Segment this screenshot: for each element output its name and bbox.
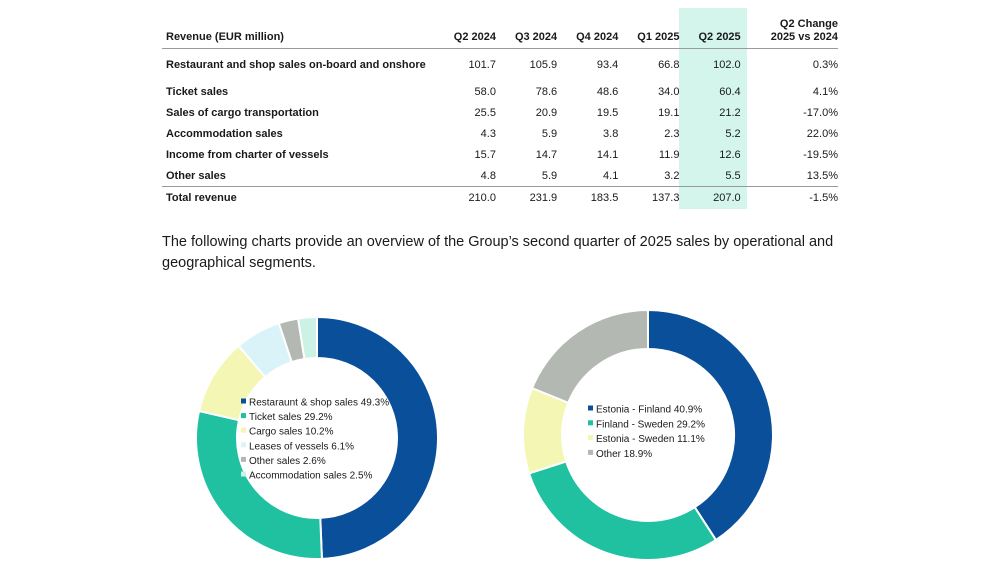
legend-swatch bbox=[588, 405, 593, 411]
legend-swatch bbox=[588, 449, 593, 455]
cell-value: 48.6 bbox=[596, 85, 619, 98]
cell-value: 3.8 bbox=[603, 127, 619, 140]
pie-slice bbox=[195, 409, 323, 560]
legend-label: Other 18.9% bbox=[596, 449, 652, 460]
change-header-line2: 2025 vs 2024 bbox=[770, 31, 838, 43]
legend-label: Ticket sales 29.2% bbox=[249, 412, 333, 423]
cell-value: 3.2 bbox=[664, 169, 680, 182]
legend-label: Estonia - Finland 40.9% bbox=[596, 405, 702, 416]
column-header: Q3 2024 bbox=[514, 31, 558, 43]
cell-change: -1.5% bbox=[746, 186, 838, 209]
legend-label: Estonia - Sweden 11.1% bbox=[596, 434, 705, 445]
cell-change: 13.5% bbox=[806, 169, 838, 182]
legend-swatch bbox=[241, 456, 246, 462]
legend-swatch bbox=[241, 471, 246, 477]
cell-value: 137.3 bbox=[618, 186, 680, 209]
table-total-row: Total revenue 210.0 231.9 183.5 137.3 207.0 -1… bbox=[162, 186, 838, 209]
row-label: Income from charter of vessels bbox=[166, 148, 329, 161]
cell-value: 101.7 bbox=[468, 59, 496, 71]
cell-value: 2.3 bbox=[664, 127, 680, 140]
table-row: Other sales 4.8 5.9 4.1 3.2 5.5 13.5% bbox=[162, 165, 838, 187]
table-row: Income from charter of vessels 15.7 14.7 14… bbox=[162, 144, 838, 165]
legend-label: Cargo sales 10.2% bbox=[249, 427, 334, 438]
table-row: Sales of cargo transportation 25.5 20.9 19.… bbox=[162, 102, 838, 123]
pie-slice bbox=[316, 315, 439, 560]
table-row: Restaurant and shop sales on-board and o… bbox=[162, 48, 838, 81]
legend-swatch bbox=[588, 435, 593, 441]
cell-value-highlighted: 207.0 bbox=[679, 186, 747, 209]
cell-value: 14.1 bbox=[596, 148, 619, 161]
legend-label: Accommodation sales 2.5% bbox=[249, 471, 373, 482]
change-header-line1: Q2 Change bbox=[779, 18, 838, 30]
cell-value: 15.7 bbox=[474, 148, 496, 161]
legend-swatch bbox=[241, 413, 246, 419]
cell-value: 25.5 bbox=[474, 106, 496, 119]
cell-value: 19.1 bbox=[658, 106, 680, 119]
row-label: Accommodation sales bbox=[166, 127, 283, 140]
cell-value: 66.8 bbox=[658, 59, 680, 71]
legend-label: Restaraunt & shop sales 49.3% bbox=[249, 398, 389, 409]
cell-value: 5.9 bbox=[541, 127, 558, 140]
column-header: Q2 2024 bbox=[453, 31, 496, 43]
cell-change: 0.3% bbox=[812, 59, 838, 71]
cell-value: 93.4 bbox=[596, 59, 619, 71]
pie-slice bbox=[527, 460, 718, 561]
table-body: Restaurant and shop sales on-board and o… bbox=[162, 48, 838, 209]
cell-value: 34.0 bbox=[658, 85, 680, 98]
cell-value: 4.3 bbox=[480, 127, 496, 140]
cell-value-highlighted: 21.2 bbox=[679, 102, 747, 123]
legend-label: Finland - Sweden 29.2% bbox=[596, 419, 705, 430]
revenue-table: Revenue (EUR million) Q2 2024 Q3 2024 Q4… bbox=[162, 8, 838, 209]
cell-value-highlighted: 12.6 bbox=[679, 144, 747, 165]
cell-change: -19.5% bbox=[803, 148, 838, 161]
table-header-row: Revenue (EUR million) Q2 2024 Q3 2024 Q4… bbox=[162, 8, 838, 49]
cell-value: 231.9 bbox=[495, 186, 558, 209]
cell-value-highlighted: 102.0 bbox=[679, 48, 747, 81]
cell-value-highlighted: 5.2 bbox=[679, 123, 747, 144]
cell-value: 4.8 bbox=[480, 169, 496, 182]
cell-value-highlighted: 5.5 bbox=[679, 165, 747, 187]
column-header-highlighted: Q2 2025 bbox=[679, 8, 747, 49]
legend-label: Leases of vessels 6.1% bbox=[249, 441, 354, 452]
cell-value-highlighted: 60.4 bbox=[679, 81, 747, 102]
intro-paragraph: The following charts provide an overview… bbox=[162, 234, 834, 271]
table-header-label: Revenue (EUR million) bbox=[166, 31, 284, 43]
table-row: Accommodation sales 4.3 5.9 3.8 2.3 5.2 22.0% bbox=[162, 123, 838, 144]
table-row: Ticket sales 58.0 78.6 48.6 34.0 60.4 4.1% bbox=[162, 81, 838, 102]
legend-swatch bbox=[241, 398, 246, 404]
cell-value: 5.9 bbox=[541, 169, 558, 182]
legend-swatch bbox=[241, 442, 246, 448]
cell-value: 20.9 bbox=[535, 106, 558, 119]
cell-value: 58.0 bbox=[474, 85, 496, 98]
pie-slice bbox=[530, 308, 649, 405]
change-column-header: Q2 Change 2025 vs 2024 bbox=[747, 8, 838, 49]
row-label: Total revenue bbox=[162, 186, 435, 209]
legend-swatch bbox=[241, 427, 246, 433]
cell-value: 11.9 bbox=[658, 148, 680, 161]
row-label: Other sales bbox=[166, 169, 226, 182]
cell-value: 78.6 bbox=[535, 85, 558, 98]
cell-value: 14.7 bbox=[535, 148, 558, 161]
row-label: Ticket sales bbox=[166, 85, 229, 98]
column-header: Q4 2024 bbox=[576, 31, 619, 43]
donut-chart-2: Estonia - Finland 40.9% Finland - Sweden … bbox=[522, 308, 774, 561]
cell-value: 210.0 bbox=[434, 186, 496, 209]
cell-value: 19.5 bbox=[596, 106, 619, 119]
pie-slice bbox=[647, 308, 774, 542]
cell-value: 183.5 bbox=[557, 186, 619, 209]
pie-slice bbox=[296, 315, 318, 361]
cell-value: 4.1 bbox=[603, 169, 619, 182]
cell-change: 22.0% bbox=[806, 127, 838, 140]
cell-change: 4.1% bbox=[812, 85, 838, 98]
donut-chart-1: Restaraunt & shop sales 49.3% Ticket sale… bbox=[195, 315, 439, 560]
cell-value: 105.9 bbox=[529, 59, 558, 71]
cell-change: -17.0% bbox=[803, 106, 838, 119]
column-header: Q1 2025 bbox=[637, 31, 680, 43]
legend-label: Other sales 2.6% bbox=[249, 456, 326, 467]
row-label: Restaurant and shop sales on-board and o… bbox=[166, 59, 426, 71]
legend-swatch bbox=[588, 420, 593, 426]
row-label: Sales of cargo transportation bbox=[166, 106, 319, 119]
